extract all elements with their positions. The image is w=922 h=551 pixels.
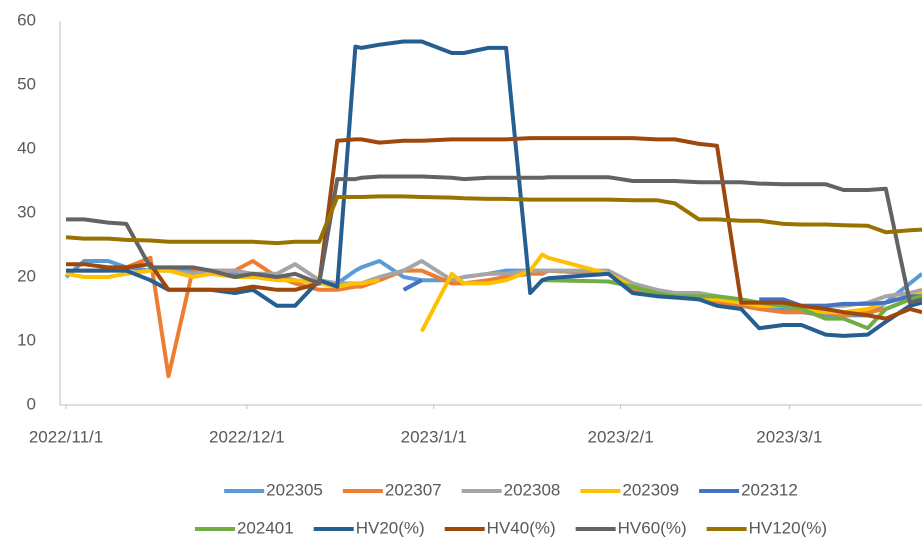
y-tick-label: 10 bbox=[17, 330, 36, 349]
legend-label: HV120(%) bbox=[749, 518, 827, 537]
y-tick-label: 50 bbox=[17, 74, 36, 93]
series-line bbox=[65, 194, 922, 246]
series-line bbox=[66, 136, 922, 321]
legend-label: 202307 bbox=[385, 480, 442, 499]
y-tick-label: 20 bbox=[17, 266, 36, 285]
y-tick-label: 60 bbox=[17, 10, 36, 29]
legend-label: 202305 bbox=[266, 480, 323, 499]
series-line bbox=[66, 174, 922, 305]
y-tick-label: 40 bbox=[17, 138, 36, 157]
legend-label: HV40(%) bbox=[487, 518, 556, 537]
legend-label: HV60(%) bbox=[618, 518, 687, 537]
legend-row: 202401 HV20(%) HV40(%) HV60(%) HV120(%) bbox=[194, 518, 827, 537]
y-tick-label: 30 bbox=[17, 202, 36, 221]
series-line bbox=[402, 278, 922, 308]
x-tick-label: 2023/2/1 bbox=[588, 427, 654, 446]
x-tick-label: 2023/1/1 bbox=[401, 427, 467, 446]
legend-label: 202309 bbox=[622, 480, 679, 499]
x-tick-label: 2023/3/1 bbox=[756, 427, 822, 446]
legend-row: 202305 202307 202308 202309 202312 bbox=[224, 480, 798, 499]
legend-label: HV20(%) bbox=[356, 518, 425, 537]
legend-label: 202401 bbox=[237, 518, 294, 537]
x-tick-label: 2022/11/1 bbox=[29, 427, 103, 446]
x-tick-label: 2022/12/1 bbox=[209, 427, 285, 446]
legend-label: 202312 bbox=[741, 480, 798, 499]
y-tick-label: 0 bbox=[27, 394, 36, 413]
legend-label: 202308 bbox=[504, 480, 561, 499]
